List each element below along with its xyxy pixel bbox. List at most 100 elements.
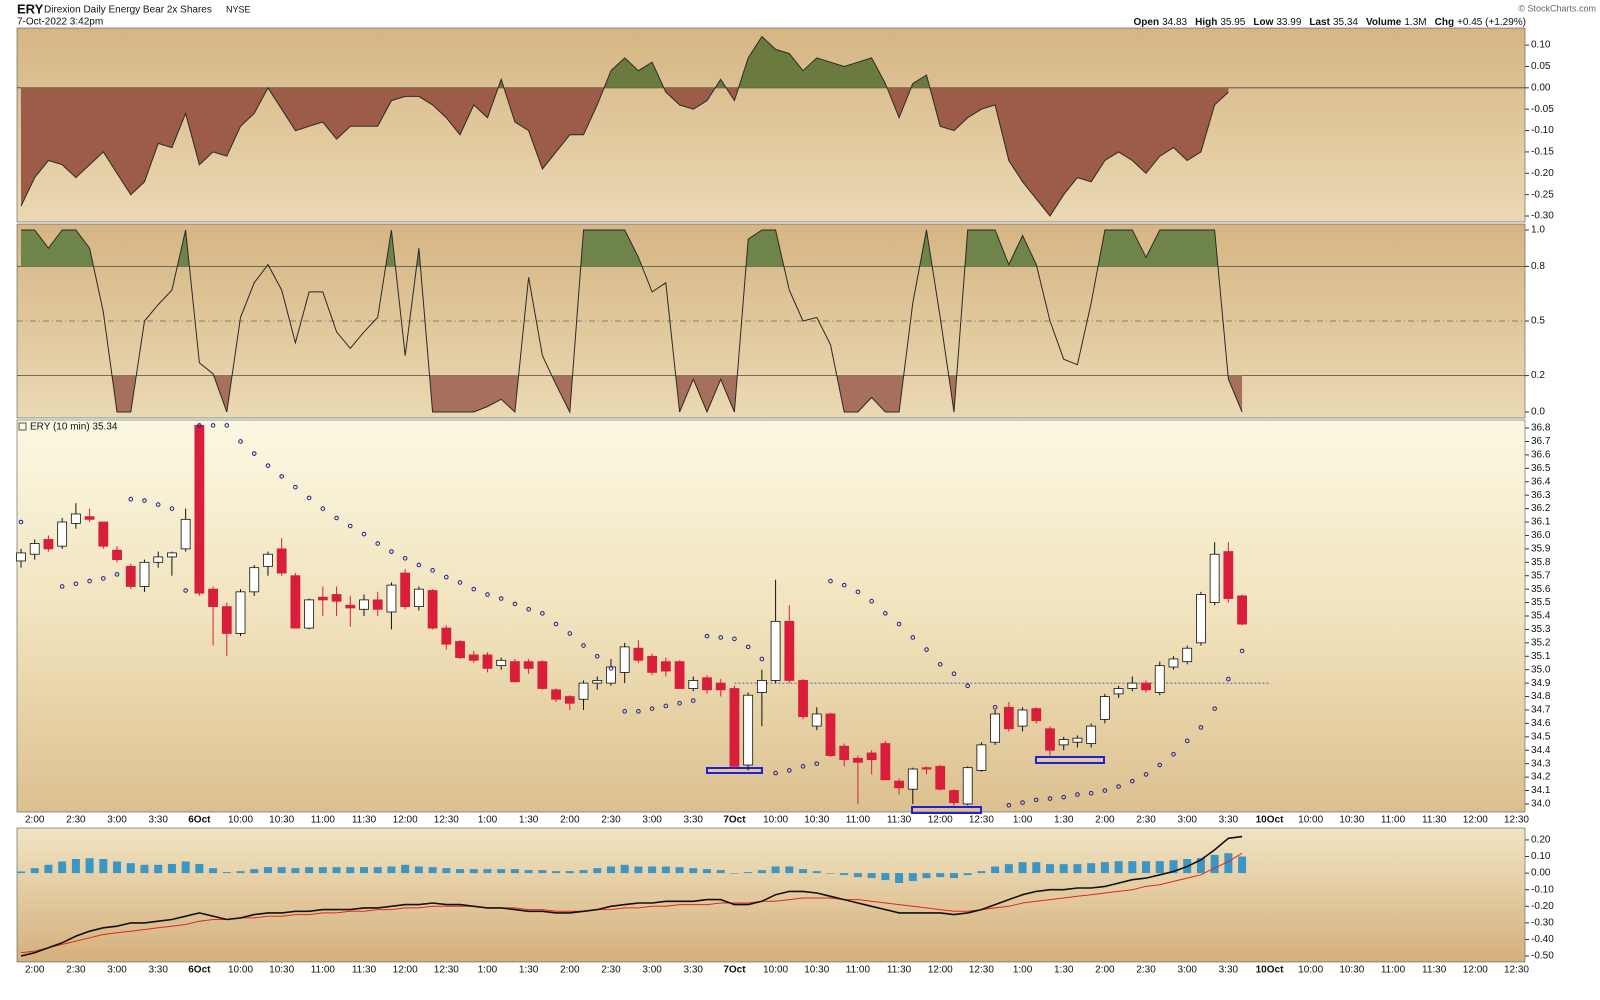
sar-dot <box>1102 788 1108 793</box>
histogram-bar <box>936 873 945 878</box>
candle-body <box>1182 647 1193 663</box>
sar-dot <box>1212 706 1217 711</box>
candle-body <box>1196 594 1206 644</box>
sar-dot <box>498 596 504 601</box>
sar-dot <box>1198 725 1204 730</box>
candle-body <box>386 584 397 613</box>
x-tick-label: 11:30 <box>887 815 912 826</box>
sar-dot <box>114 572 120 577</box>
sar-dot <box>444 574 449 580</box>
sar-dot <box>800 764 806 769</box>
sar-dot <box>896 621 902 627</box>
x-tick-label: 2:30 <box>601 815 621 826</box>
histogram-bar <box>236 871 245 874</box>
sar-dot <box>951 671 957 677</box>
indicator-line <box>21 229 1243 414</box>
x-tick-label: 10:30 <box>269 815 294 826</box>
histogram-bar <box>648 866 657 874</box>
histogram-bar <box>209 868 218 874</box>
quote-value: 1.3M <box>1404 17 1426 28</box>
candle-body <box>413 588 424 608</box>
candle-body <box>990 713 1001 743</box>
candle-body <box>139 561 150 587</box>
ticker: ERY <box>17 1 44 16</box>
x-tick-label: 10:00 <box>763 815 788 826</box>
histogram-bar <box>1142 861 1151 874</box>
candle-body <box>345 604 356 609</box>
candle-body <box>1017 709 1028 727</box>
quote-value: +0.45 (+1.29%) <box>1457 17 1526 28</box>
x-tick-label: 11:30 <box>352 965 377 976</box>
x-tick-label: 2:00 <box>25 815 45 826</box>
candle-body <box>482 654 493 669</box>
y-tick-label: 34.0 <box>1531 799 1551 810</box>
x-tick-label: 7Oct <box>723 815 746 826</box>
quote-label: Open <box>1134 17 1160 28</box>
sar-dot <box>1088 790 1094 796</box>
sar-dot <box>210 423 216 428</box>
candle-body <box>1031 708 1042 722</box>
x-tick-label: 6Oct <box>188 965 211 976</box>
histogram-bar <box>840 873 849 876</box>
histogram-bar <box>167 863 176 874</box>
candle-body <box>167 552 177 558</box>
title-icon <box>18 422 27 431</box>
candle-body <box>907 768 918 790</box>
x-tick-label: 10:00 <box>1298 815 1323 826</box>
candle-body <box>70 513 81 524</box>
y-tick-label: 0.00 <box>1531 868 1551 879</box>
candle-body <box>962 767 973 805</box>
sar-dot <box>416 562 422 568</box>
y-tick-label: 36.4 <box>1531 476 1551 487</box>
x-tick-label: 12:00 <box>393 965 418 976</box>
y-tick-label: 35.1 <box>1531 651 1551 662</box>
candle-body <box>98 521 109 547</box>
sar-dot <box>1239 648 1245 654</box>
candle-body <box>496 659 507 667</box>
candle-body <box>331 594 342 602</box>
quote-label: Low <box>1253 17 1273 28</box>
x-tick-label: 3:30 <box>684 965 704 976</box>
candle-body <box>1058 739 1069 746</box>
x-tick-label: 3:30 <box>148 965 168 976</box>
candle-body <box>468 654 479 661</box>
candle-body <box>29 543 40 555</box>
security-name: Direxion Daily Energy Bear 2x Shares <box>44 5 212 16</box>
histogram-bar <box>483 869 492 874</box>
histogram-bar <box>716 870 725 874</box>
candle-body <box>770 620 781 681</box>
x-tick-label: 11:30 <box>1422 965 1447 976</box>
y-tick-label: 34.4 <box>1531 745 1551 756</box>
histogram-bar <box>1073 864 1082 874</box>
candle-body <box>194 424 205 594</box>
candle-body <box>510 661 520 683</box>
candle-body <box>1045 728 1055 751</box>
histogram-bar <box>757 870 766 874</box>
y-tick-label: 36.0 <box>1531 530 1551 541</box>
y-tick-label: 0.2 <box>1531 370 1545 381</box>
candle-body <box>702 677 712 691</box>
panel-bg <box>16 419 1526 813</box>
sar-dot <box>1006 802 1012 808</box>
candle-body <box>619 646 630 673</box>
candle-body <box>798 680 808 718</box>
histogram-bar <box>456 869 465 874</box>
histogram-bar <box>71 859 80 874</box>
candle-body <box>43 539 54 550</box>
x-tick-label: 2:00 <box>1095 965 1115 976</box>
x-tick-label: 10:30 <box>804 965 829 976</box>
sar-dot <box>361 531 367 537</box>
sar-dot <box>169 506 175 511</box>
y-tick-label: 36.5 <box>1531 463 1551 474</box>
candle-body <box>208 588 218 608</box>
histogram-bar <box>744 872 753 874</box>
y-tick-label: -0.25 <box>1531 189 1554 200</box>
sar-dot <box>677 700 682 706</box>
histogram-bar <box>250 869 259 874</box>
histogram-bar <box>222 872 231 874</box>
x-tick-label: 2:00 <box>25 965 45 976</box>
x-tick-label: 1:00 <box>1013 965 1033 976</box>
candle-body <box>949 790 959 804</box>
histogram-bar <box>469 869 478 874</box>
x-tick-label: 11:00 <box>311 815 336 826</box>
